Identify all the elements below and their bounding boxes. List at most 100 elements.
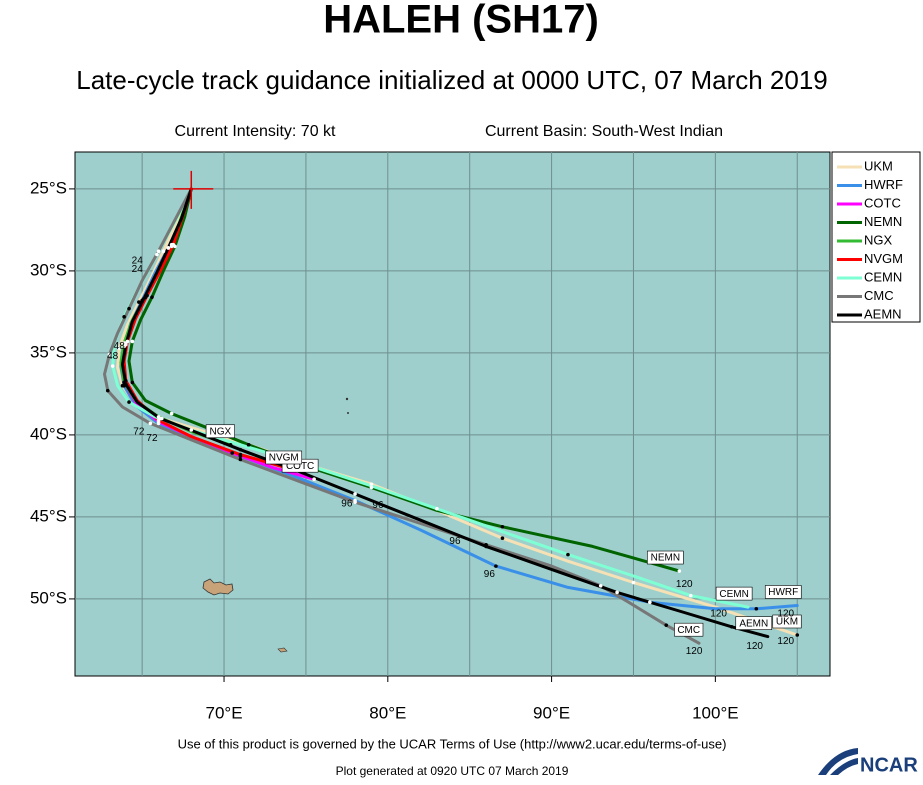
x-tick-label: 80°E [369,703,406,722]
legend-label: CEMN [864,269,902,284]
hour-label: 96 [449,536,461,547]
end-label-box [715,586,753,601]
hour-label: 120 [746,641,763,652]
terms: Use of this product is governed by the U… [178,736,727,751]
island [345,397,349,401]
track-point [312,477,316,481]
island [347,412,349,414]
hour-label: 120 [686,646,703,657]
track-point [238,452,243,457]
legend-label: AEMN [864,306,902,321]
legend-label: UKM [864,158,893,173]
track-point [435,506,439,511]
y-tick-label: 30°S [30,260,67,279]
hour-label: 120 [710,608,727,619]
chart-title: HALEH (SH17) [323,0,599,42]
track-line [121,187,770,639]
logo: NCAR [818,748,918,776]
track-point [148,421,153,426]
x-tick-label: 100°E [692,703,739,722]
hour-label: 24 [132,256,144,267]
generated: Plot generated at 0920 UTC 07 March 2019 [336,764,569,778]
y-tick-label: 40°S [30,424,67,443]
end-label-box [647,550,684,565]
track-point [615,590,619,595]
legend-label: CMC [864,288,894,303]
track-point [127,400,131,404]
hour-label: 96 [341,498,353,509]
track-point [145,293,149,298]
track-point [141,296,146,301]
track-point [246,442,251,447]
islands [202,397,349,653]
legend-box [831,151,921,323]
end-label: NGX [209,426,231,437]
track-point [161,249,166,254]
track-point [105,388,110,393]
end-label: NEMN [651,553,680,564]
end-label-box [205,424,235,439]
legend-label: NEMN [864,214,902,229]
y-tick-label: 50°S [30,588,67,607]
track-point [155,252,159,257]
track-point [500,524,505,529]
track-point [123,378,128,383]
track-point [484,544,488,549]
track-point [130,339,135,344]
track-point [664,623,669,627]
legend: UKM HWRF COTC NEMN NGX NVGM CEMN CMC AEMN [831,151,921,323]
track-point [228,442,233,447]
end-label-box [764,585,802,599]
hour-label: 120 [777,608,794,619]
hour-label: 72 [133,426,145,437]
track-point [117,346,122,350]
x-tick-label: 90°E [533,703,570,722]
end-label: CEMN [719,589,748,600]
end-label: HWRF [768,587,798,598]
end-label: NVGM [269,453,299,464]
grid [75,152,830,676]
chart-subtitle: Late-cycle track guidance initialized at… [76,65,828,95]
track-point [156,249,161,254]
track-point [158,416,162,421]
y-tick-label: 45°S [30,506,67,525]
track-line [103,187,701,645]
track-point [150,295,154,299]
hour-label: 72 [146,433,158,444]
track-point [122,315,126,319]
y-tick-label: 35°S [30,342,67,361]
track-point [127,306,131,311]
track-point [353,500,357,504]
legend-label: HWRF [864,177,903,192]
track-point [369,485,374,490]
track-point [729,624,734,629]
legend-label: COTC [864,195,901,210]
track-point [648,600,652,604]
plot-area [74,151,831,677]
track-point [754,606,759,611]
track-point [566,552,570,557]
hour-label: 24 [132,264,144,275]
track-point [125,339,130,344]
track-point [166,246,171,250]
track-point [130,380,135,385]
end-label-box [674,622,704,637]
end-label-box [735,616,773,630]
end-label: CMC [677,625,700,636]
track-point [123,342,128,347]
end-label-box [265,450,303,465]
track-point [369,482,374,486]
logo-wave [818,748,858,775]
hour-label: 48 [114,341,126,352]
track-point [110,364,115,368]
track-point [123,382,128,386]
track-point [230,451,235,455]
track-point [238,457,243,462]
end-label: UKM [776,617,798,628]
intensity: Current Intensity: 70 kt [175,123,337,140]
hour-label: 120 [777,636,794,647]
track-point [677,569,682,573]
hour-label: 96 [372,500,384,511]
y-tick-label: 25°S [30,178,67,197]
hour-label: 48 [107,351,119,362]
